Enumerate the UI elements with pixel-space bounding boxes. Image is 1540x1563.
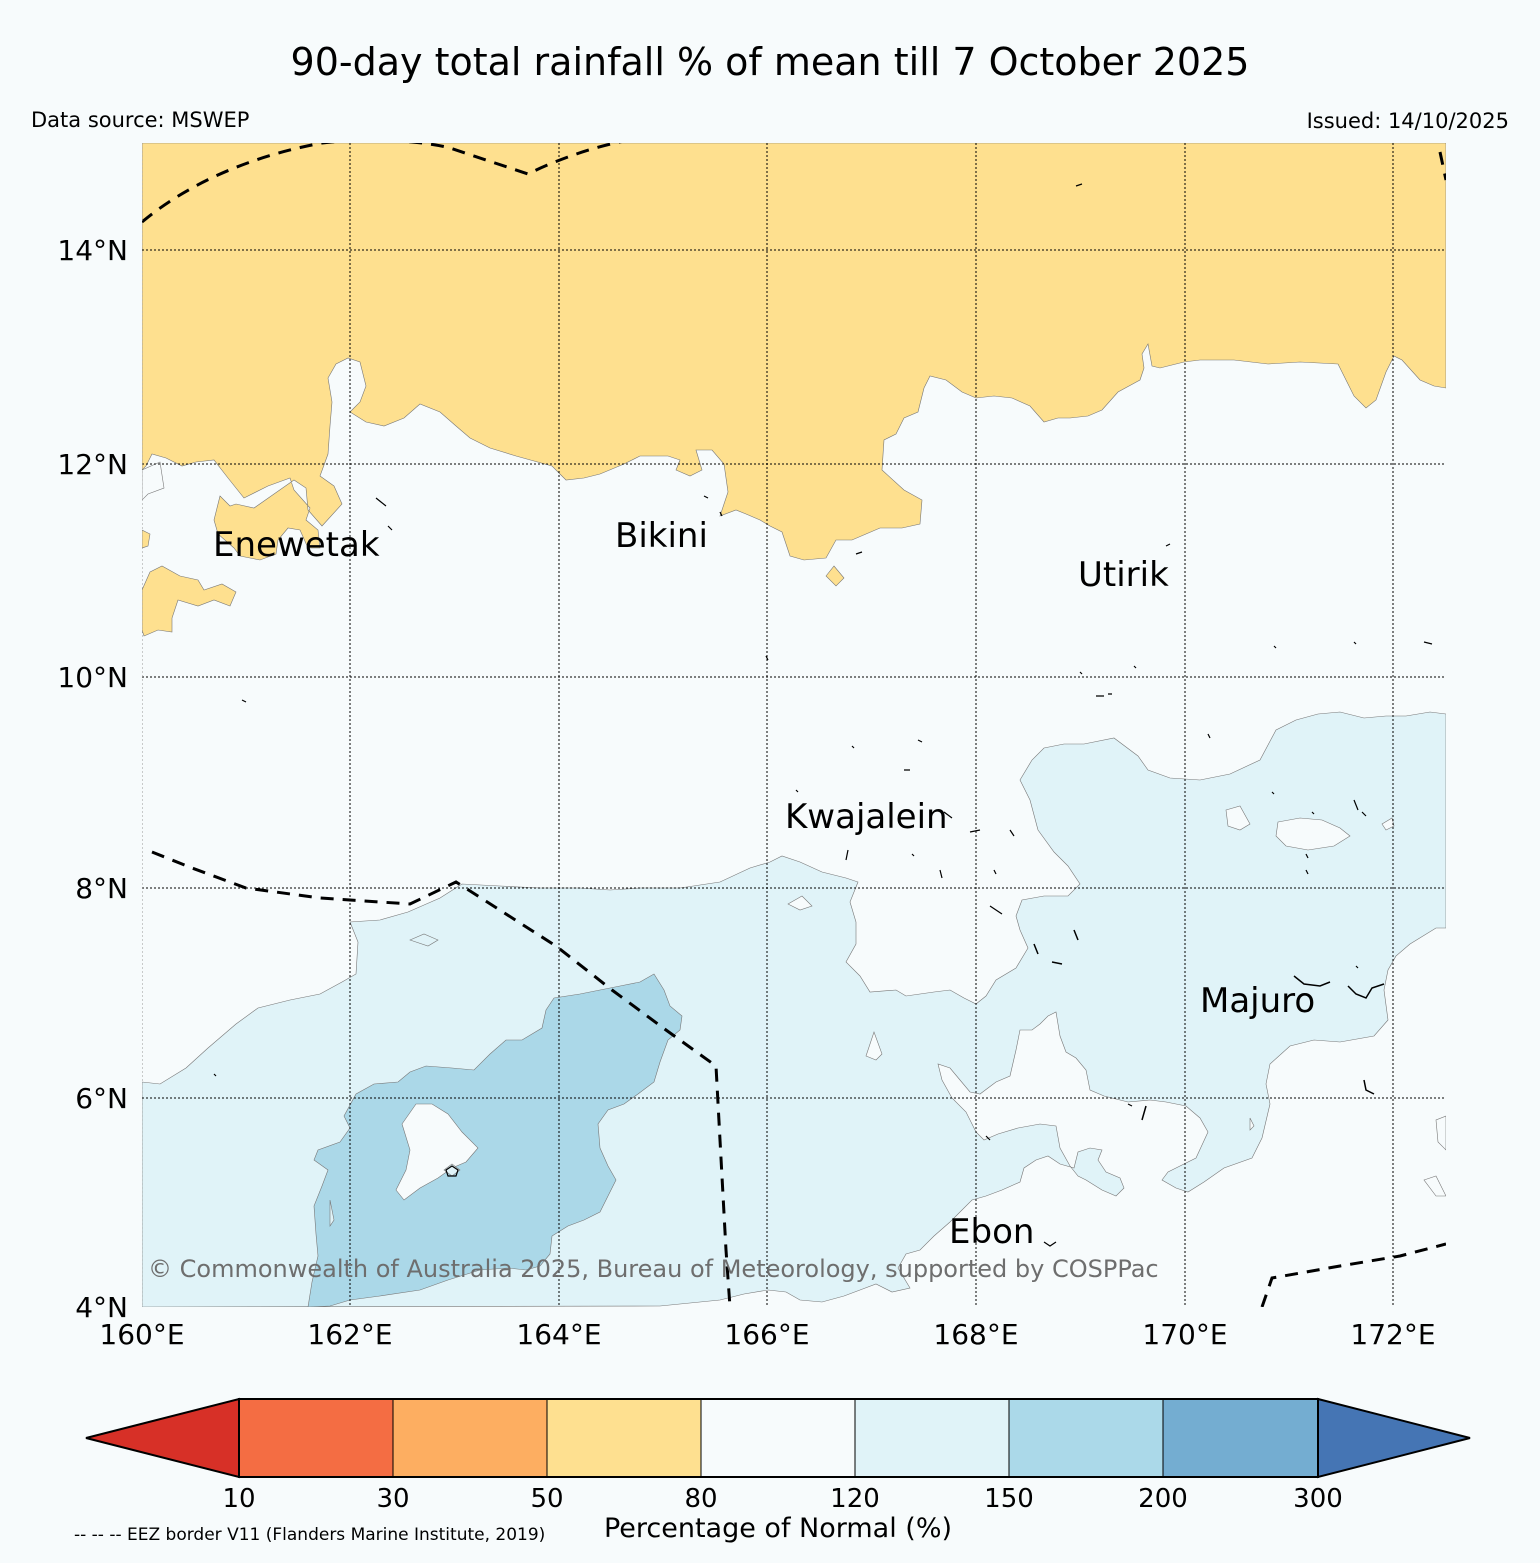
colorbar-tick: 200 <box>1138 1484 1188 1514</box>
colorbar-tick: 300 <box>1293 1484 1343 1514</box>
lat-label: 6°N <box>75 1082 128 1115</box>
lon-label: 164°E <box>516 1318 601 1351</box>
lon-label: 170°E <box>1142 1318 1227 1351</box>
gridlines <box>142 143 1446 1307</box>
lat-label: 14°N <box>57 234 128 267</box>
lon-label: 160°E <box>99 1318 184 1351</box>
colorbar-tick: 80 <box>684 1484 717 1514</box>
colorbar-80-120 <box>700 1398 856 1478</box>
region-50-80 <box>142 143 1446 561</box>
colorbar-lt10 <box>85 1397 240 1479</box>
place-label-utirik: Utirik <box>1078 555 1169 595</box>
colorbar-50-80 <box>546 1398 702 1478</box>
map-title: 90-day total rainfall % of mean till 7 O… <box>290 40 1250 84</box>
lon-label: 168°E <box>933 1318 1018 1351</box>
colorbar-120-150 <box>854 1398 1010 1478</box>
place-label-ebon: Ebon <box>949 1212 1034 1252</box>
data-source: Data source: MSWEP <box>31 108 250 132</box>
region-150-200 <box>307 973 683 1307</box>
colorbar-tick: 120 <box>830 1484 880 1514</box>
lat-label: 10°N <box>57 661 128 694</box>
longitude-labels: 160°E 162°E 164°E 166°E 168°E 170°E 172°… <box>99 1318 1435 1351</box>
colorbar-title: Percentage of Normal (%) <box>604 1513 952 1544</box>
colorbar-10-30 <box>238 1398 394 1478</box>
latitude-labels: 14°N 12°N 10°N 8°N 6°N 4°N <box>57 234 128 1324</box>
lat-label: 12°N <box>57 448 128 481</box>
colorbar-150-200 <box>1008 1398 1164 1478</box>
lat-label: 4°N <box>75 1291 128 1324</box>
place-label-kwajalein: Kwajalein <box>785 797 948 837</box>
colorbar-200-300 <box>1162 1398 1319 1478</box>
lon-label: 162°E <box>307 1318 392 1351</box>
colorbar-tick: 50 <box>530 1484 563 1514</box>
colorbar-30-50 <box>392 1398 548 1478</box>
copyright-text: © Commonwealth of Australia 2025, Bureau… <box>148 1255 1159 1283</box>
lon-label: 166°E <box>724 1318 809 1351</box>
lat-label: 8°N <box>75 872 128 905</box>
colorbar-gt300 <box>1317 1397 1471 1479</box>
map-area: © Commonwealth of Australia 2025, Bureau… <box>142 143 1446 1307</box>
place-label-majuro: Majuro <box>1200 981 1315 1021</box>
place-label-enewetak: Enewetak <box>213 525 380 565</box>
eez-note: -- -- -- EEZ border V11 (Flanders Marine… <box>74 1525 545 1545</box>
colorbar: 10 30 50 80 120 150 200 300 Percentage o… <box>85 1397 1471 1544</box>
colorbar-tick: 10 <box>222 1484 255 1514</box>
colorbar-tick: 30 <box>376 1484 409 1514</box>
lon-label: 172°E <box>1350 1318 1435 1351</box>
colorbar-tick: 150 <box>984 1484 1034 1514</box>
place-labels: Enewetak Bikini Utirik Kwajalein Majuro … <box>213 516 1315 1252</box>
issued-date: Issued: 14/10/2025 <box>1306 109 1509 133</box>
region-50-80-islet <box>142 565 237 637</box>
place-label-bikini: Bikini <box>615 516 708 556</box>
